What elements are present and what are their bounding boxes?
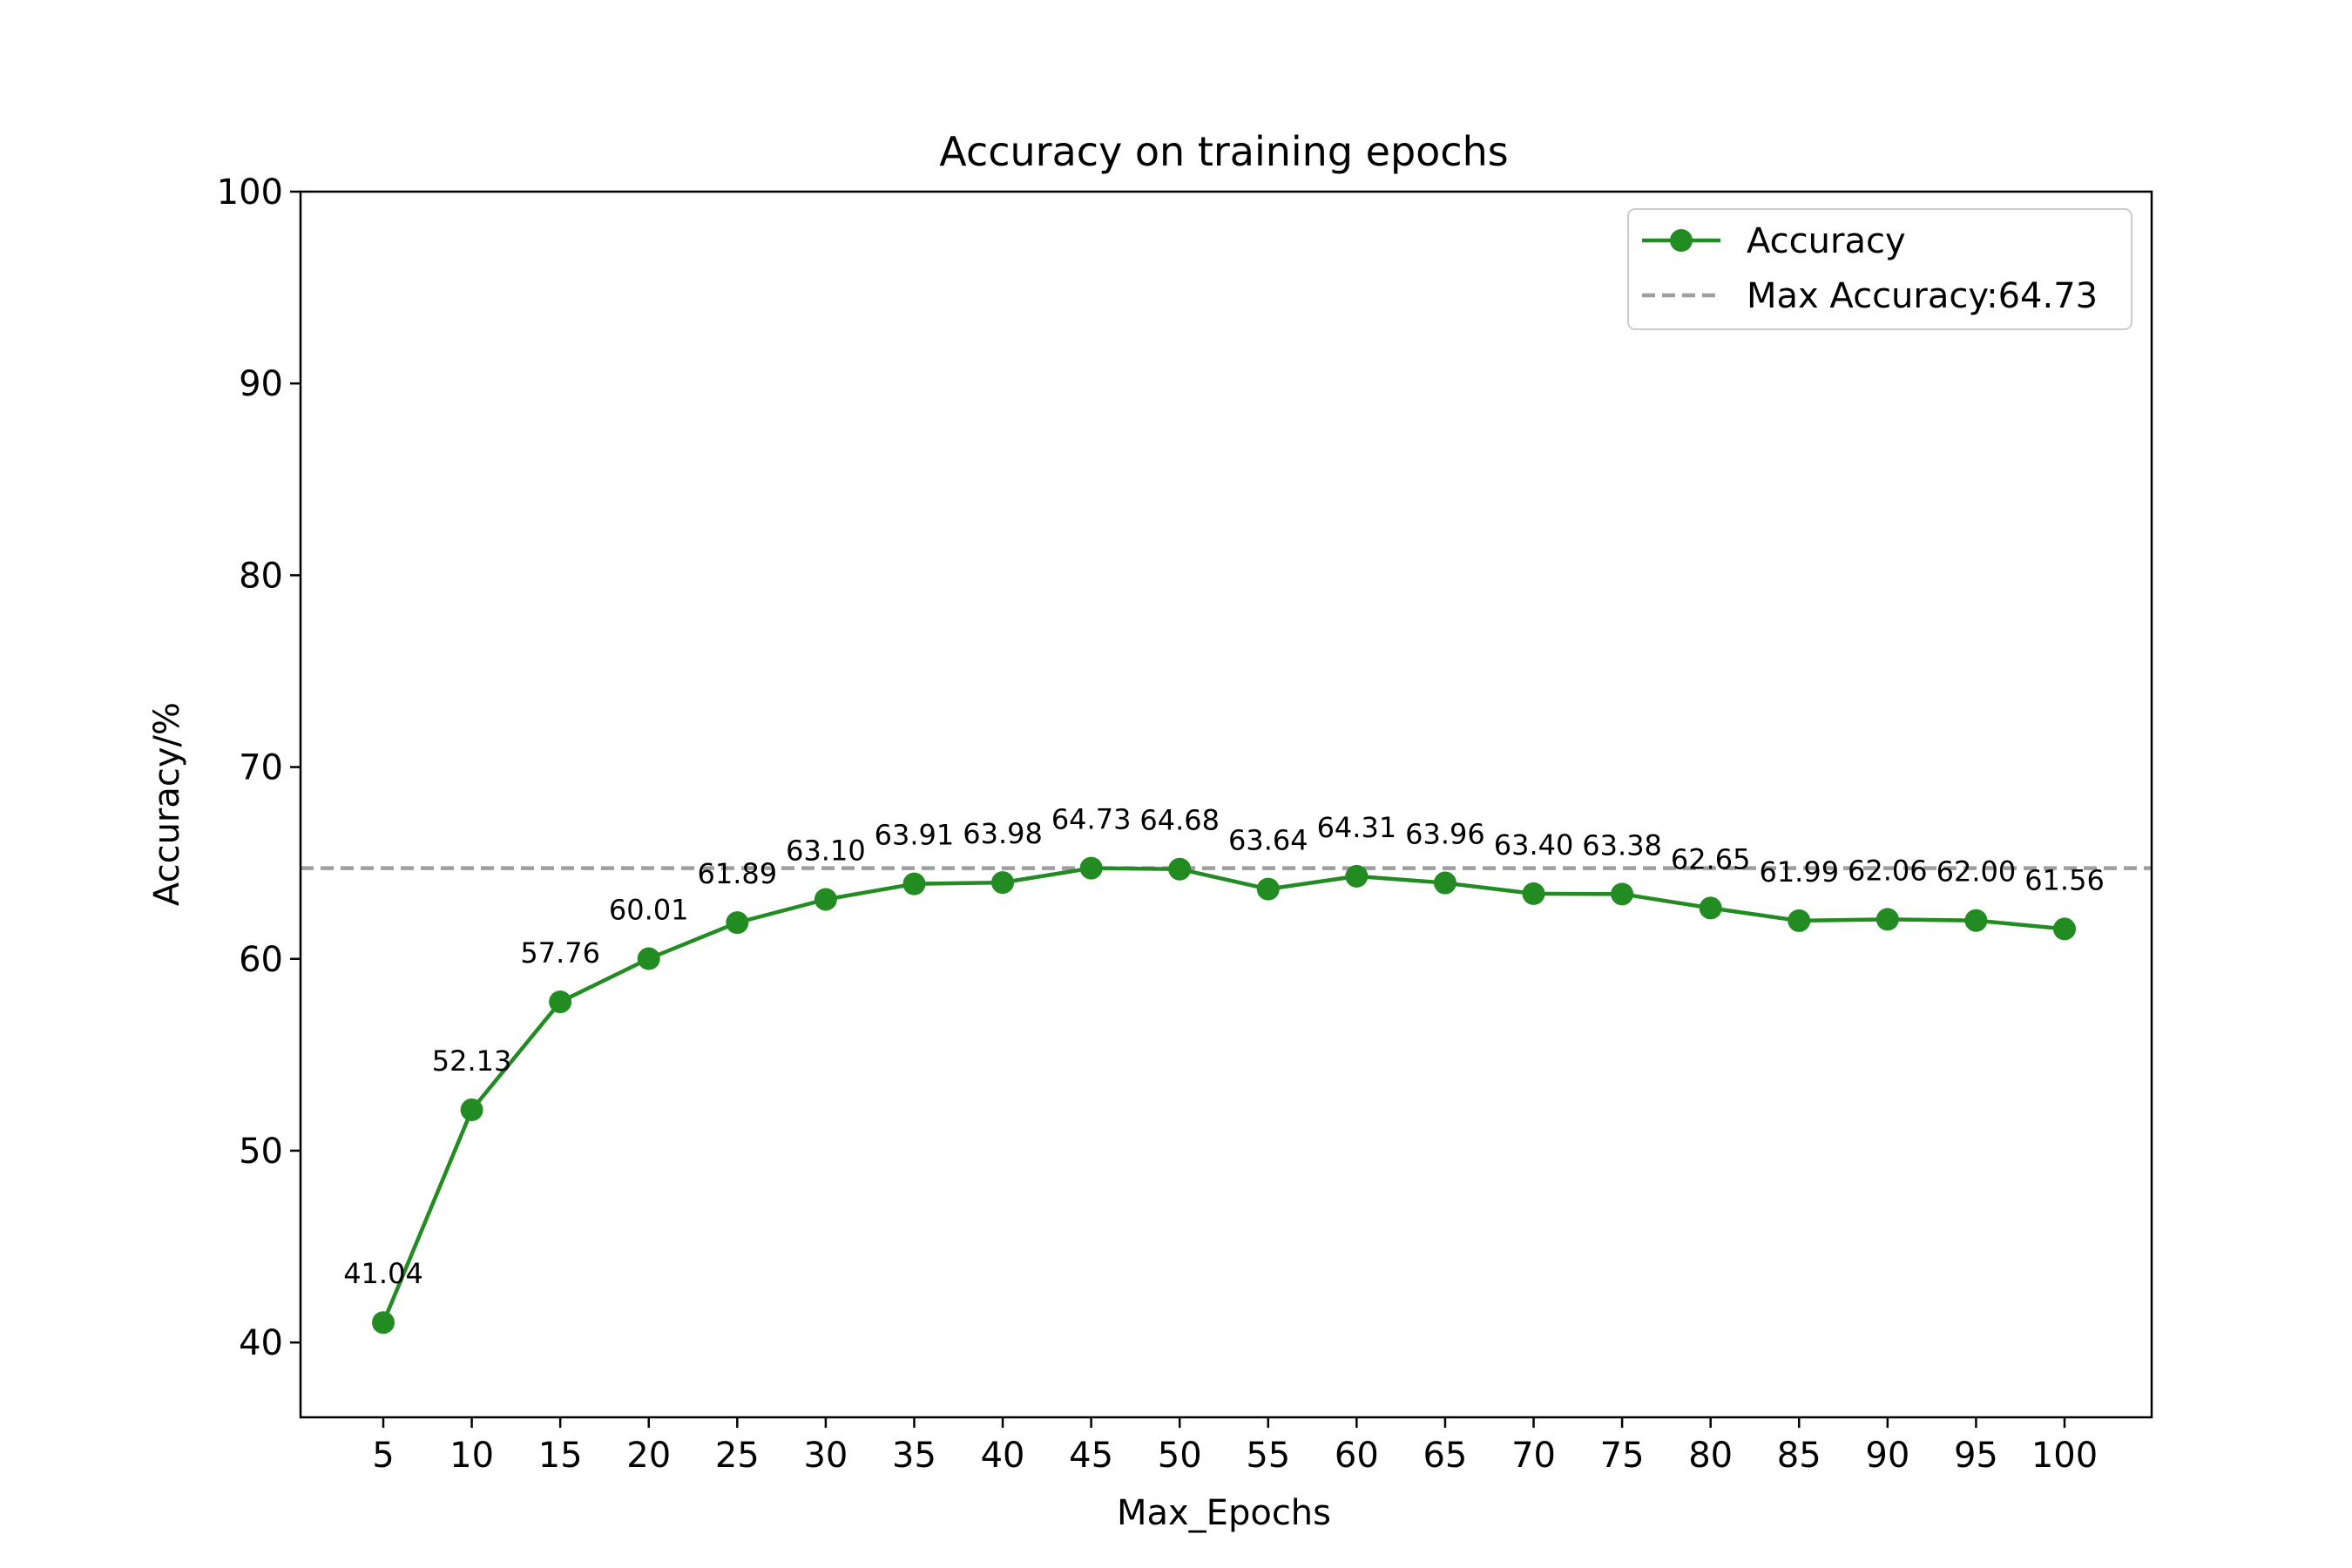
x-tick-label: 60 — [1335, 1436, 1379, 1476]
accuracy-point — [1699, 896, 1722, 920]
data-label: 61.56 — [2024, 863, 2105, 896]
x-tick-label: 95 — [1954, 1436, 1998, 1476]
y-tick-label: 50 — [239, 1132, 283, 1172]
accuracy-point — [1079, 856, 1103, 880]
accuracy-point — [372, 1311, 395, 1335]
x-tick-label: 20 — [626, 1436, 671, 1476]
y-tick-label: 70 — [239, 748, 283, 788]
chart-title: Accuracy on training epochs — [939, 128, 1508, 175]
data-label: 63.96 — [1405, 818, 1485, 851]
data-label: 57.76 — [520, 936, 600, 970]
accuracy-point — [1168, 857, 1192, 881]
data-label: 64.73 — [1051, 803, 1132, 836]
accuracy-point — [549, 990, 572, 1014]
data-label: 63.40 — [1494, 828, 1574, 862]
data-label: 60.01 — [609, 894, 689, 927]
x-tick-label: 65 — [1423, 1436, 1467, 1476]
x-tick-label: 30 — [803, 1436, 848, 1476]
legend-max-label: Max Accuracy:64.73 — [1747, 276, 2098, 316]
legend-accuracy-marker — [1670, 229, 1693, 252]
legend: Accuracy Max Accuracy:64.73 — [1627, 208, 2132, 330]
x-tick-label: 40 — [981, 1436, 1025, 1476]
y-tick-label: 90 — [239, 364, 283, 404]
x-tick-label: 70 — [1511, 1436, 1556, 1476]
data-label: 64.68 — [1139, 804, 1220, 837]
x-tick-label: 100 — [2031, 1436, 2098, 1476]
accuracy-point — [902, 872, 926, 896]
data-label: 63.38 — [1582, 828, 1662, 862]
legend-box — [1627, 208, 2132, 330]
data-label: 63.98 — [963, 817, 1043, 850]
x-tick-label: 45 — [1069, 1436, 1113, 1476]
y-tick-label: 80 — [239, 556, 283, 596]
accuracy-point — [726, 911, 749, 935]
plot-frame — [299, 190, 2153, 1419]
accuracy-point — [1788, 909, 1811, 932]
y-tick-label: 100 — [217, 172, 283, 213]
x-tick-label: 35 — [892, 1436, 936, 1476]
data-label: 61.89 — [698, 857, 778, 890]
y-tick-label: 40 — [239, 1323, 283, 1363]
data-label: 63.64 — [1228, 824, 1308, 857]
y-tick-label: 60 — [239, 940, 283, 980]
x-tick-label: 75 — [1600, 1436, 1645, 1476]
accuracy-point — [1522, 882, 1545, 905]
data-label: 52.13 — [432, 1044, 512, 1078]
accuracy-point — [1433, 871, 1456, 895]
x-tick-label: 85 — [1777, 1436, 1821, 1476]
data-label: 62.06 — [1848, 854, 1928, 887]
x-tick-label: 50 — [1158, 1436, 1202, 1476]
accuracy-point — [1611, 882, 1634, 906]
accuracy-point — [991, 871, 1015, 895]
x-tick-label: 10 — [449, 1436, 494, 1476]
accuracy-point — [460, 1098, 483, 1122]
accuracy-point — [1345, 864, 1369, 888]
data-label: 63.91 — [875, 819, 955, 852]
x-tick-label: 80 — [1688, 1436, 1733, 1476]
x-axis-label: Max_Epochs — [1117, 1493, 1331, 1533]
x-tick-label: 15 — [538, 1436, 583, 1476]
legend-accuracy-label: Accuracy — [1747, 221, 1906, 261]
data-label: 62.65 — [1671, 842, 1751, 875]
accuracy-point — [637, 947, 660, 970]
x-tick-label: 90 — [1865, 1436, 1909, 1476]
data-label: 41.04 — [343, 1257, 423, 1290]
accuracy-point — [1876, 908, 1899, 931]
x-tick-label: 25 — [715, 1436, 760, 1476]
x-tick-label: 55 — [1246, 1436, 1290, 1476]
x-tick-label: 5 — [372, 1436, 394, 1476]
data-label: 64.31 — [1317, 811, 1397, 844]
data-label: 62.00 — [1936, 855, 2017, 889]
accuracy-point — [1256, 877, 1280, 901]
y-axis-label: Accuracy/% — [147, 702, 187, 906]
accuracy-line — [381, 866, 2065, 1324]
data-label: 61.99 — [1759, 855, 1839, 889]
accuracy-point — [814, 888, 837, 911]
accuracy-point — [2053, 917, 2076, 941]
accuracy-point — [1964, 909, 1988, 932]
data-label: 63.10 — [786, 834, 866, 867]
plot-area: 40 50 60 70 80 90 100 5 10 15 20 25 30 35 40 45 50 55 60 65… — [217, 172, 2152, 1476]
